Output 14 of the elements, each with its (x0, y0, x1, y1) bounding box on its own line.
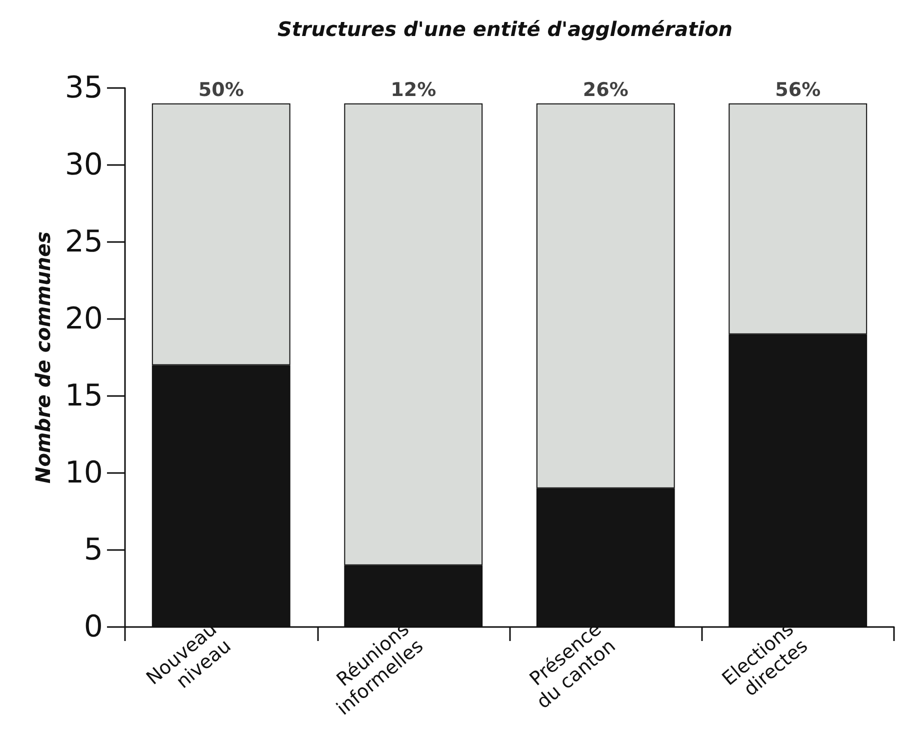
y-tick-label: 25 (64, 224, 103, 260)
annotation: 12% (390, 78, 436, 101)
y-tick-label: 10 (64, 456, 103, 490)
y-tick-label: 30 (64, 148, 103, 182)
y-tick-label: 0 (84, 610, 103, 644)
y-tick-label: 5 (84, 532, 103, 568)
y-tick-label: 35 (64, 70, 103, 106)
annotation: 26% (582, 78, 628, 101)
annotation: 50% (198, 78, 244, 101)
y-tick-label: 20 (64, 302, 103, 336)
y-tick-label: 15 (64, 378, 103, 414)
y-axis-title: Nombre de communes (31, 231, 55, 484)
annotation: 56% (775, 78, 821, 101)
chart-title: Structures d'une entité d'agglomération (277, 17, 733, 41)
